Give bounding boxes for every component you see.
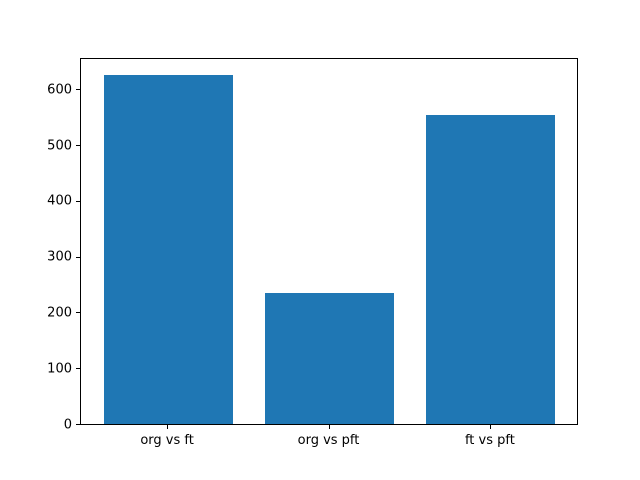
y-tick-label: 0 bbox=[63, 417, 72, 432]
plot-area bbox=[80, 58, 578, 425]
y-tick-label: 600 bbox=[47, 82, 72, 98]
x-tick-mark bbox=[328, 425, 330, 429]
y-tick-label: 300 bbox=[47, 249, 72, 265]
y-tick-mark bbox=[76, 89, 80, 91]
x-tick-mark bbox=[167, 425, 169, 429]
bar-org-vs-pft bbox=[265, 292, 395, 424]
y-tick-mark bbox=[76, 424, 80, 425]
y-tick-mark bbox=[76, 312, 80, 314]
y-tick-label: 200 bbox=[47, 305, 72, 321]
y-tick-mark bbox=[76, 256, 80, 258]
x-tick-label-ft-vs-pft: ft vs pft bbox=[464, 433, 515, 448]
y-tick-mark bbox=[76, 145, 80, 146]
bar-ft-vs-pft bbox=[426, 114, 556, 424]
x-tick-label-org-vs-ft: org vs ft bbox=[140, 433, 194, 448]
x-tick-label-org-vs-pft: org vs pft bbox=[297, 433, 360, 448]
y-tick-label: 100 bbox=[47, 361, 72, 377]
y-tick-label: 500 bbox=[47, 138, 72, 153]
y-tick-mark bbox=[76, 200, 80, 202]
bar-org-vs-ft bbox=[103, 75, 233, 424]
y-tick-label: 400 bbox=[47, 193, 72, 209]
x-tick-mark bbox=[489, 425, 491, 429]
y-tick-mark bbox=[76, 368, 80, 370]
